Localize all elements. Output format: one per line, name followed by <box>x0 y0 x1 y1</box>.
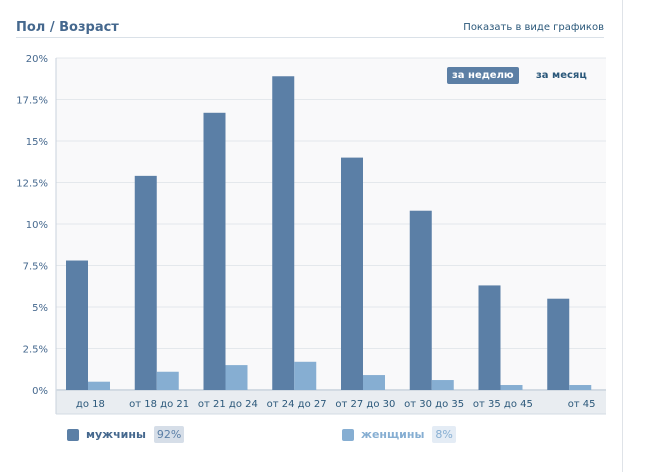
legend-label-men: мужчины <box>86 428 146 441</box>
bar-women <box>363 375 385 390</box>
x-tick-label: от 21 до 24 <box>198 399 258 410</box>
legend-share-women: 8% <box>432 426 456 443</box>
bar-women <box>294 361 317 390</box>
bar-men <box>272 76 295 390</box>
bar-men <box>409 210 432 390</box>
panel-border <box>622 0 623 472</box>
x-tick-label: до 18 <box>76 399 105 410</box>
y-tick-label: 15% <box>26 137 48 148</box>
bar-women <box>156 371 179 390</box>
legend-women: женщины 8% <box>342 426 456 443</box>
bar-women <box>225 365 248 390</box>
bar-men <box>478 285 501 390</box>
bar-women <box>431 380 454 390</box>
x-tick-label: от 30 до 35 <box>404 399 464 410</box>
divider <box>16 37 604 38</box>
bar-men <box>66 260 88 390</box>
y-tick-label: 0% <box>32 386 48 397</box>
legend-swatch-men <box>67 428 79 441</box>
tab-week[interactable]: за неделю <box>447 67 519 84</box>
legend-label-women: женщины <box>361 428 425 441</box>
bar-women <box>569 385 592 390</box>
bar-men <box>203 112 226 390</box>
y-tick-label: 20% <box>26 54 48 65</box>
y-tick-label: 17.5% <box>16 96 48 107</box>
x-tick-label: от 35 до 45 <box>473 399 533 410</box>
x-tick-label: от 24 до 27 <box>267 399 327 410</box>
y-tick-label: 2.5% <box>23 345 48 356</box>
legend-swatch-women <box>342 428 354 441</box>
x-axis-band <box>56 390 606 414</box>
legend-share-men: 92% <box>153 426 185 443</box>
bar-men <box>134 175 157 390</box>
y-tick-label: 10% <box>26 220 48 231</box>
bar-women <box>88 381 110 390</box>
y-tick-label: 12.5% <box>16 179 48 190</box>
bar-men <box>341 157 363 390</box>
y-tick-label: 5% <box>32 303 48 314</box>
bar-women <box>500 385 523 390</box>
bar-men <box>547 298 570 390</box>
y-tick-label: 7.5% <box>23 262 48 273</box>
x-tick-label: от 45 <box>568 399 596 410</box>
page-title: Пол / Возраст <box>16 20 119 35</box>
x-tick-label: от 27 до 30 <box>335 399 395 410</box>
legend-men: мужчины 92% <box>67 426 185 443</box>
show-as-graphs-link[interactable]: Показать в виде графиков <box>463 22 604 33</box>
x-tick-label: от 18 до 21 <box>129 399 189 410</box>
tab-month[interactable]: за месяц <box>536 70 587 81</box>
